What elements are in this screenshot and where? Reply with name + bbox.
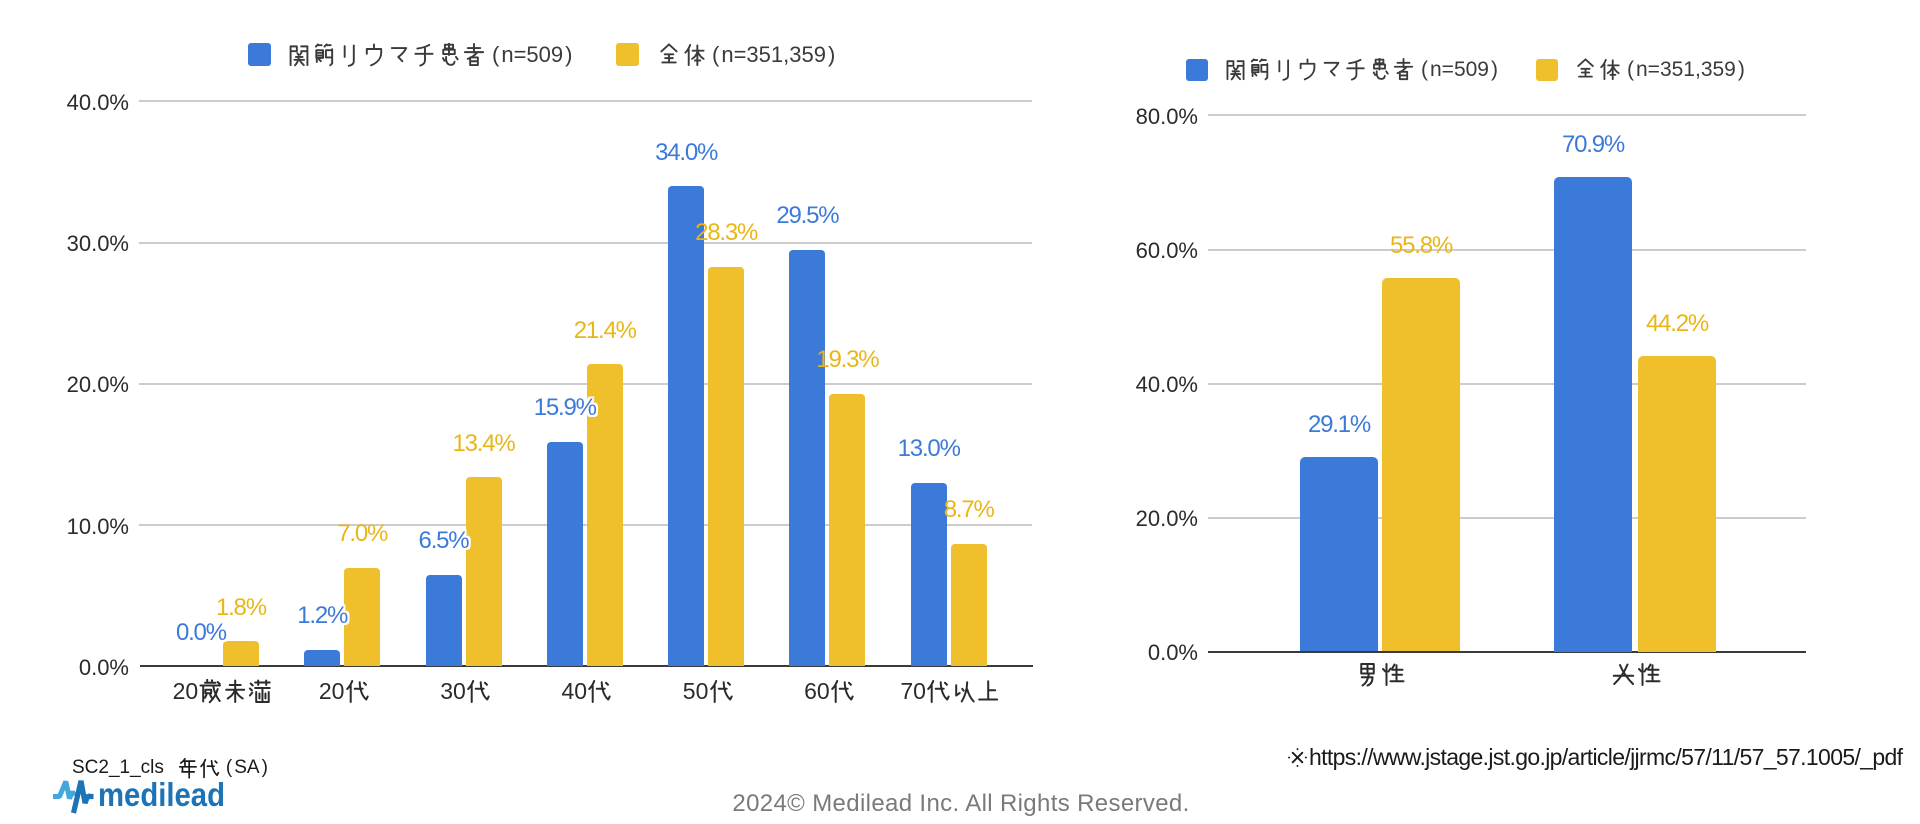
svg-text:medilead: medilead [98, 776, 225, 813]
